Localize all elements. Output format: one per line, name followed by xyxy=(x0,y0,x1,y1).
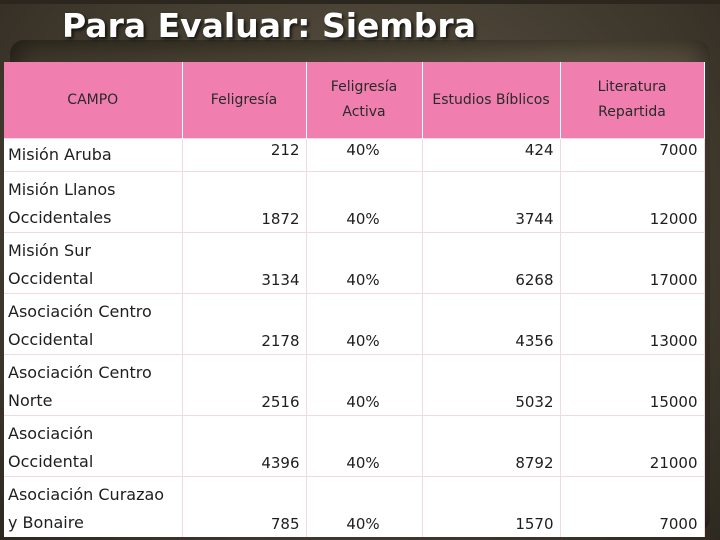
cell-feligresia-activa: 40% xyxy=(306,232,423,294)
cell-campo: Asociación Centro Occidental xyxy=(4,293,183,355)
table-row: Misión Sur Occidental 3134 40% 6268 1700… xyxy=(4,232,705,294)
table-row: Asociación Centro Occidental 2178 40% 43… xyxy=(4,293,705,355)
cell-estudios-biblicos: 4356 xyxy=(422,293,561,355)
data-table-container: CAMPO Feligresía Feligresía Activa Estud… xyxy=(4,62,705,537)
cell-literatura-repartida: 12000 xyxy=(560,171,705,233)
cell-literatura-repartida: 7000 xyxy=(560,476,705,537)
cell-feligresia: 1872 xyxy=(182,171,307,233)
cell-literatura-repartida: 15000 xyxy=(560,354,705,416)
cell-campo: Misión Llanos Occidentales xyxy=(4,171,183,233)
cell-estudios-biblicos: 1570 xyxy=(422,476,561,537)
data-table: CAMPO Feligresía Feligresía Activa Estud… xyxy=(4,62,705,537)
cell-literatura-repartida: 13000 xyxy=(560,293,705,355)
cell-campo: Asociación Occidental xyxy=(4,415,183,477)
slide-title: Para Evaluar: Siembra xyxy=(62,6,476,45)
cell-feligresia: 4396 xyxy=(182,415,307,477)
cell-feligresia-activa: 40% xyxy=(306,354,423,416)
cell-feligresia: 2516 xyxy=(182,354,307,416)
cell-feligresia-activa: 40% xyxy=(306,293,423,355)
cell-estudios-biblicos: 3744 xyxy=(422,171,561,233)
header-literatura-repartida: Literatura Repartida xyxy=(560,62,705,139)
cell-estudios-biblicos: 6268 xyxy=(422,232,561,294)
top-border xyxy=(0,0,720,4)
cell-estudios-biblicos: 5032 xyxy=(422,354,561,416)
table-header-row: CAMPO Feligresía Feligresía Activa Estud… xyxy=(4,62,705,139)
header-feligresia: Feligresía xyxy=(182,62,307,139)
cell-literatura-repartida: 7000 xyxy=(560,138,705,172)
cell-feligresia: 212 xyxy=(182,138,307,172)
table-row: Misión Aruba 212 40% 424 7000 xyxy=(4,138,705,172)
header-estudios-biblicos: Estudios Bíblicos xyxy=(422,62,561,139)
table-row: Asociación Curazao y Bonaire 785 40% 157… xyxy=(4,476,705,537)
cell-feligresia-activa: 40% xyxy=(306,415,423,477)
table-row: Asociación Occidental 4396 40% 8792 2100… xyxy=(4,415,705,477)
cell-campo: Misión Aruba xyxy=(4,138,183,172)
cell-feligresia-activa: 40% xyxy=(306,476,423,537)
cell-feligresia-activa: 40% xyxy=(306,171,423,233)
table-row: Misión Llanos Occidentales 1872 40% 3744… xyxy=(4,171,705,233)
cell-campo: Asociación Curazao y Bonaire xyxy=(4,476,183,537)
cell-feligresia: 785 xyxy=(182,476,307,537)
cell-literatura-repartida: 17000 xyxy=(560,232,705,294)
cell-feligresia-activa: 40% xyxy=(306,138,423,172)
header-feligresia-activa: Feligresía Activa xyxy=(306,62,423,139)
cell-literatura-repartida: 21000 xyxy=(560,415,705,477)
table-row: Asociación Centro Norte 2516 40% 5032 15… xyxy=(4,354,705,416)
cell-feligresia: 2178 xyxy=(182,293,307,355)
cell-estudios-biblicos: 8792 xyxy=(422,415,561,477)
cell-estudios-biblicos: 424 xyxy=(422,138,561,172)
cell-feligresia: 3134 xyxy=(182,232,307,294)
cell-campo: Asociación Centro Norte xyxy=(4,354,183,416)
cell-campo: Misión Sur Occidental xyxy=(4,232,183,294)
header-campo: CAMPO xyxy=(4,62,183,139)
